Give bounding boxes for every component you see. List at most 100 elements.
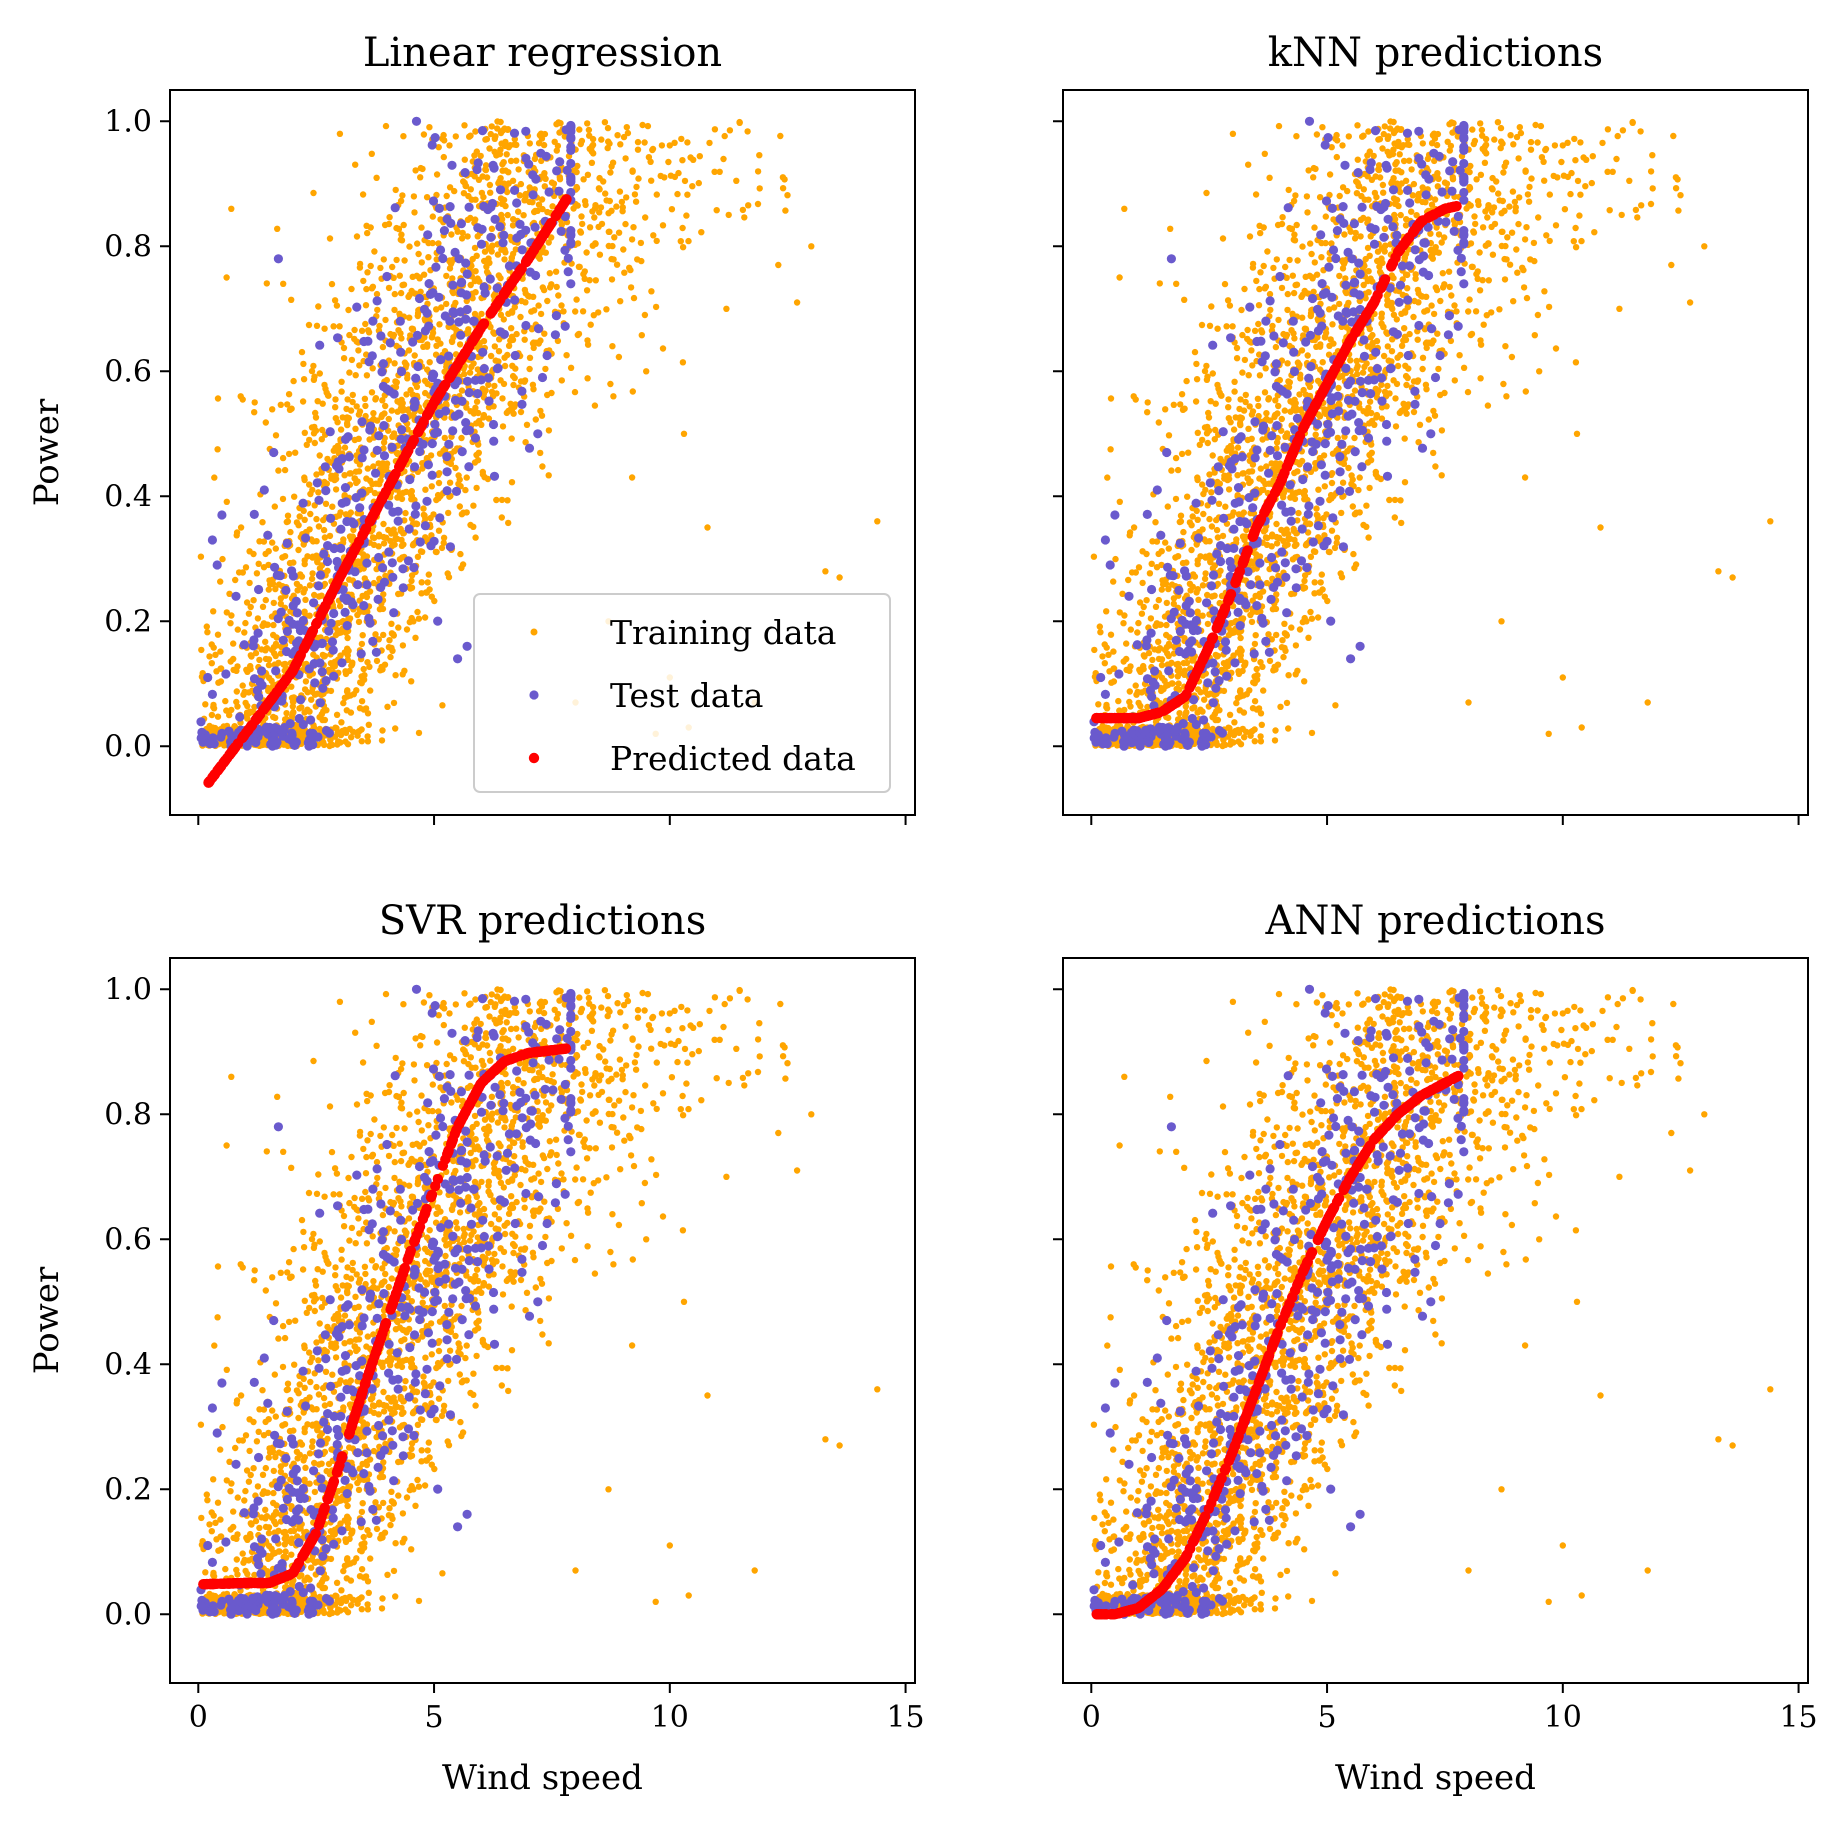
- training-point: [621, 270, 627, 276]
- test-point: [564, 254, 573, 263]
- training-point: [1386, 152, 1392, 158]
- training-point: [486, 145, 492, 151]
- test-point: [282, 647, 291, 656]
- training-point: [1173, 455, 1179, 461]
- training-point: [680, 244, 686, 250]
- training-point: [602, 119, 608, 125]
- training-point: [271, 600, 277, 606]
- test-point: [288, 731, 297, 740]
- test-point: [313, 478, 322, 487]
- training-point: [1401, 325, 1407, 331]
- training-point: [332, 404, 338, 410]
- training-point: [302, 686, 308, 692]
- training-point: [418, 548, 424, 554]
- training-point: [1108, 632, 1114, 638]
- test-point: [216, 733, 225, 742]
- test-point: [511, 351, 520, 360]
- training-point: [1332, 702, 1338, 708]
- training-point: [280, 661, 286, 667]
- training-point: [1231, 719, 1237, 725]
- test-point: [484, 373, 493, 382]
- training-point: [1402, 309, 1408, 315]
- training-point: [1524, 295, 1530, 301]
- test-point: [465, 203, 474, 212]
- training-point: [355, 347, 361, 353]
- training-point: [493, 390, 499, 396]
- training-point: [522, 377, 528, 383]
- training-point: [448, 231, 454, 237]
- training-point: [1452, 377, 1458, 383]
- training-point: [206, 723, 212, 729]
- test-point: [314, 496, 323, 505]
- test-point: [510, 295, 519, 304]
- training-point: [679, 157, 685, 163]
- training-point: [457, 551, 463, 557]
- training-point: [1491, 136, 1497, 142]
- test-point: [374, 595, 383, 604]
- training-point: [323, 501, 329, 507]
- training-point: [246, 611, 252, 617]
- training-point: [266, 656, 272, 662]
- training-point: [587, 146, 593, 152]
- training-point: [354, 338, 360, 344]
- training-point: [509, 309, 515, 315]
- test-point: [434, 293, 443, 302]
- training-point: [313, 553, 319, 559]
- training-point: [659, 142, 665, 148]
- test-point: [326, 514, 335, 523]
- test-point: [533, 429, 542, 438]
- plot-area: [1089, 117, 1773, 751]
- training-point: [1461, 365, 1467, 371]
- training-point: [373, 481, 379, 487]
- training-point: [440, 132, 446, 138]
- training-point: [329, 281, 335, 287]
- training-point: [280, 455, 286, 461]
- training-point: [370, 410, 376, 416]
- training-point: [509, 479, 515, 485]
- training-point: [1112, 556, 1118, 562]
- test-point: [458, 447, 467, 456]
- training-point: [234, 703, 240, 709]
- test-point: [446, 542, 455, 551]
- training-point: [623, 194, 629, 200]
- training-point: [1210, 452, 1216, 458]
- training-point: [338, 719, 344, 725]
- training-point: [617, 298, 623, 304]
- training-point: [382, 403, 388, 409]
- training-point: [635, 175, 641, 181]
- training-point: [315, 489, 321, 495]
- training-point: [1334, 154, 1340, 160]
- training-point: [314, 323, 320, 329]
- training-point: [1252, 328, 1258, 334]
- test-point: [566, 230, 575, 239]
- test-point: [423, 230, 432, 239]
- training-point: [341, 345, 347, 351]
- training-point: [244, 703, 250, 709]
- predicted-point: [237, 733, 247, 743]
- predicted-point: [419, 416, 429, 426]
- training-point: [357, 264, 363, 270]
- training-point: [331, 477, 337, 483]
- training-point: [234, 529, 240, 535]
- test-point: [400, 414, 409, 423]
- test-point: [410, 462, 419, 471]
- training-point: [292, 450, 298, 456]
- predicted-point: [402, 447, 412, 457]
- training-point: [1286, 187, 1292, 193]
- training-point: [648, 178, 654, 184]
- predicted-point: [500, 288, 510, 298]
- test-point: [478, 348, 487, 357]
- training-point: [1535, 214, 1541, 220]
- training-point: [1279, 637, 1285, 643]
- training-point: [286, 451, 292, 457]
- training-point: [325, 392, 331, 398]
- training-point: [496, 272, 502, 278]
- training-point: [1515, 221, 1521, 227]
- test-point: [429, 196, 438, 205]
- training-point: [720, 156, 726, 162]
- training-point: [420, 505, 426, 511]
- training-point: [466, 134, 472, 140]
- training-point: [326, 743, 332, 749]
- training-point: [215, 632, 221, 638]
- training-point: [332, 396, 338, 402]
